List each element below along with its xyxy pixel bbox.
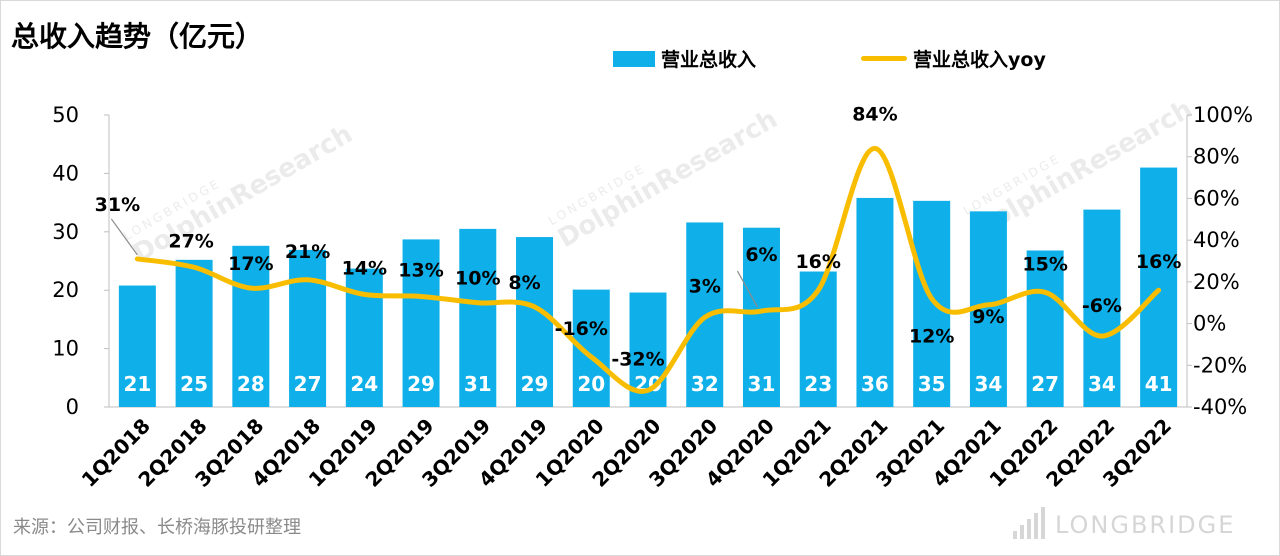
yoy-data-label: 16% — [1136, 251, 1181, 273]
right-axis-tick-label: 60% — [1193, 186, 1240, 210]
brand-logo: LONGBRIDGE — [1013, 507, 1235, 539]
yoy-data-label: 15% — [1022, 253, 1067, 275]
yoy-data-label: -32% — [611, 348, 664, 370]
bar-value-label: 21 — [123, 372, 151, 396]
bar-value-label: 41 — [1145, 372, 1173, 396]
legend-item-yoy: 营业总收入yoy — [861, 45, 1046, 72]
right-axis-tick-label: 0% — [1193, 312, 1226, 336]
bar-revenue — [1026, 250, 1064, 407]
bar-revenue — [1140, 167, 1178, 407]
left-axis-tick-label: 50 — [52, 103, 79, 127]
bar-value-label: 28 — [237, 372, 265, 396]
yoy-data-label: 14% — [342, 257, 387, 279]
legend-label-yoy: 营业总收入yoy — [913, 49, 1046, 71]
bar-revenue — [232, 245, 270, 407]
right-axis-tick-label: 40% — [1193, 228, 1240, 252]
yoy-data-label: -6% — [1082, 295, 1122, 317]
bar-revenue — [289, 249, 327, 407]
yoy-data-label: 6% — [745, 244, 777, 266]
bar-value-label: 34 — [974, 372, 1002, 396]
bar-value-label: 29 — [407, 372, 435, 396]
right-axis-tick-label: -40% — [1193, 395, 1247, 419]
right-axis-tick-label: 100% — [1193, 103, 1253, 127]
bar-revenue — [516, 237, 554, 407]
legend-swatch-yoy — [861, 56, 907, 61]
bar-revenue — [913, 200, 951, 407]
legend-label-revenue: 营业总收入 — [661, 49, 757, 71]
line-yoy — [134, 145, 1162, 394]
left-axis-tick-label: 40 — [52, 161, 79, 185]
yoy-data-label: 21% — [285, 241, 330, 263]
right-axis-tick-label: -20% — [1193, 353, 1247, 377]
bar-revenue — [118, 285, 156, 407]
bar-value-label: 23 — [804, 372, 832, 396]
bar-revenue — [742, 227, 780, 407]
bar-value-label: 20 — [577, 372, 605, 396]
bar-value-label: 36 — [861, 372, 889, 396]
left-axis-tick-label: 30 — [52, 220, 79, 244]
yoy-data-label: 9% — [972, 306, 1004, 328]
yoy-data-label: 31% — [95, 194, 140, 216]
yoy-leader-line — [736, 270, 758, 308]
chart-title: 总收入趋势（亿元） — [11, 20, 264, 53]
yoy-data-label: 3% — [689, 275, 721, 297]
yoy-data-label: 17% — [228, 253, 273, 275]
right-axis-tick-label: 80% — [1193, 145, 1240, 169]
bar-value-label: 35 — [918, 372, 946, 396]
brand-logo-bars-icon — [1013, 507, 1045, 539]
bar-revenue — [175, 259, 213, 407]
yoy-data-label: 8% — [508, 272, 540, 294]
legend-item-revenue: 营业总收入 — [613, 45, 756, 72]
yoy-data-label: 13% — [398, 259, 443, 281]
right-axis-tick-label: 20% — [1193, 270, 1240, 294]
yoy-data-label: 10% — [455, 268, 500, 290]
yoy-data-label: 12% — [909, 326, 954, 348]
source-note: 来源：公司财报、长桥海豚投研整理 — [13, 517, 301, 538]
yoy-data-label: 84% — [852, 103, 897, 125]
left-axis-tick-label: 0 — [66, 395, 79, 419]
brand-logo-text: LONGBRIDGE — [1055, 511, 1236, 539]
bar-value-label: 34 — [1088, 372, 1116, 396]
left-axis-tick-label: 10 — [52, 337, 79, 361]
bar-revenue — [402, 239, 440, 407]
bar-value-label: 24 — [350, 372, 378, 396]
bar-value-label: 27 — [294, 372, 322, 396]
bar-value-label: 25 — [180, 372, 208, 396]
bar-value-label: 31 — [464, 372, 492, 396]
bar-revenue — [1083, 209, 1121, 407]
legend-swatch-revenue — [613, 50, 655, 67]
bar-value-label: 31 — [748, 372, 776, 396]
left-axis-tick-label: 20 — [52, 278, 79, 302]
yoy-data-label: 16% — [795, 251, 840, 273]
yoy-leader-line — [110, 218, 138, 256]
bar-value-label: 27 — [1031, 372, 1059, 396]
bar-revenue — [459, 228, 497, 407]
bar-revenue — [856, 197, 894, 407]
bar-value-label: 29 — [521, 372, 549, 396]
yoy-data-label: 27% — [168, 230, 213, 252]
yoy-data-label: -16% — [555, 318, 608, 340]
bar-value-label: 32 — [691, 372, 719, 396]
